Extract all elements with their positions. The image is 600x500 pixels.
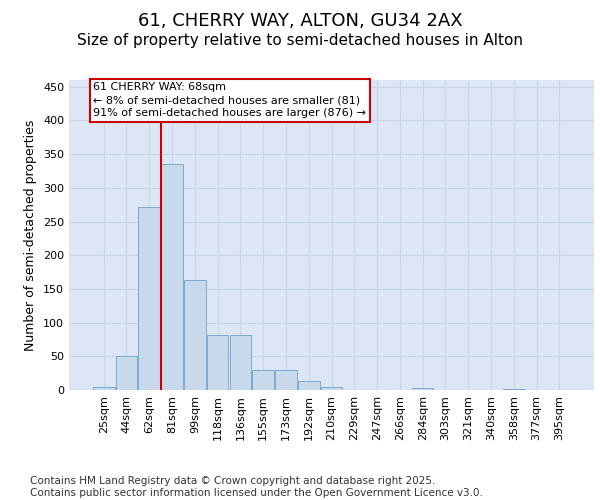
- Y-axis label: Number of semi-detached properties: Number of semi-detached properties: [25, 120, 37, 350]
- Text: 61, CHERRY WAY, ALTON, GU34 2AX: 61, CHERRY WAY, ALTON, GU34 2AX: [137, 12, 463, 30]
- Text: 61 CHERRY WAY: 68sqm
← 8% of semi-detached houses are smaller (81)
91% of semi-d: 61 CHERRY WAY: 68sqm ← 8% of semi-detach…: [94, 82, 367, 118]
- Bar: [139, 206, 160, 390]
- Bar: [161, 164, 183, 390]
- Bar: [207, 334, 229, 390]
- Text: Contains HM Land Registry data © Crown copyright and database right 2025.
Contai: Contains HM Land Registry data © Crown c…: [30, 476, 483, 498]
- Bar: [93, 386, 115, 390]
- Bar: [503, 388, 524, 390]
- Bar: [298, 380, 320, 390]
- Bar: [230, 334, 251, 390]
- Bar: [116, 356, 137, 390]
- Bar: [253, 370, 274, 390]
- Bar: [275, 370, 297, 390]
- Bar: [412, 388, 433, 390]
- Bar: [320, 386, 343, 390]
- Bar: [184, 280, 206, 390]
- Text: Size of property relative to semi-detached houses in Alton: Size of property relative to semi-detach…: [77, 32, 523, 48]
